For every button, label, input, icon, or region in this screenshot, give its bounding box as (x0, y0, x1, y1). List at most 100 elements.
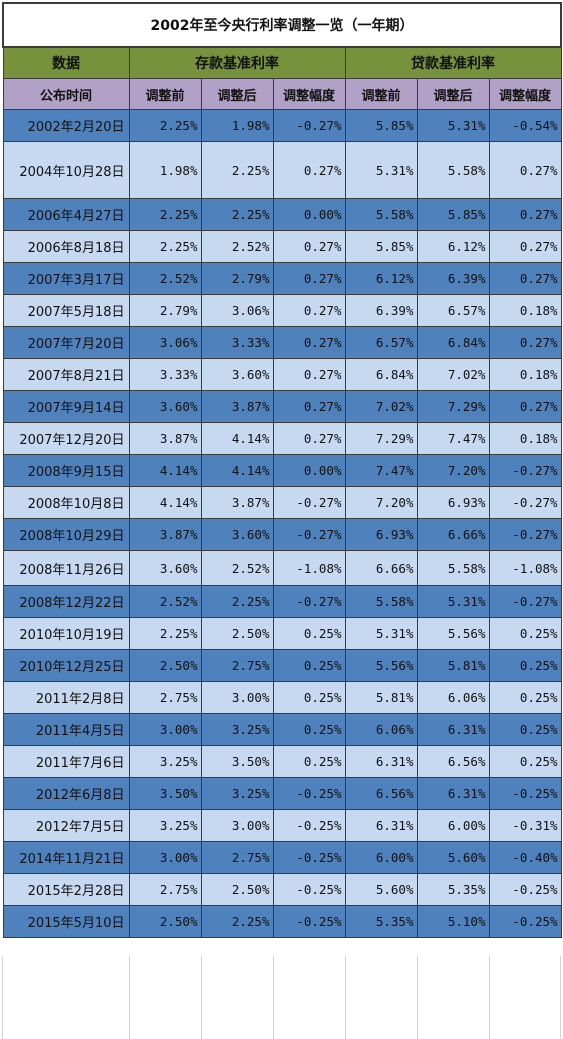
cell-deposit-change[interactable]: -0.27% (272, 109, 346, 142)
cell-date[interactable]: 2007年12月20日 (2, 422, 130, 455)
cell-deposit-before[interactable]: 3.25% (128, 809, 202, 842)
cell-loan-after[interactable]: 5.31% (416, 585, 490, 618)
cell-deposit-after[interactable]: 2.75% (200, 649, 274, 682)
cell-deposit-change[interactable]: 0.27% (272, 262, 346, 295)
cell-loan-change[interactable]: -0.25% (488, 873, 562, 906)
cell-deposit-after[interactable]: 2.50% (200, 617, 274, 650)
cell-loan-before[interactable]: 7.29% (344, 422, 418, 455)
cell-loan-change[interactable]: -0.40% (488, 841, 562, 874)
cell-date[interactable]: 2004年10月28日 (2, 141, 130, 199)
cell-loan-after[interactable]: 6.66% (416, 518, 490, 551)
cell-deposit-before[interactable]: 3.00% (128, 841, 202, 874)
cell-date[interactable]: 2006年8月18日 (2, 230, 130, 263)
cell-deposit-after[interactable]: 2.52% (200, 550, 274, 586)
cell-date[interactable]: 2008年10月29日 (2, 518, 130, 551)
cell-loan-before[interactable]: 5.31% (344, 141, 418, 199)
cell-deposit-before[interactable]: 2.50% (128, 905, 202, 938)
cell-deposit-change[interactable]: 0.25% (272, 617, 346, 650)
cell-deposit-after[interactable]: 3.25% (200, 777, 274, 810)
cell-deposit-change[interactable]: -0.25% (272, 809, 346, 842)
cell-date[interactable]: 2011年2月8日 (2, 681, 130, 714)
cell-deposit-after[interactable]: 2.79% (200, 262, 274, 295)
cell-loan-change[interactable]: 0.18% (488, 294, 562, 327)
cell-deposit-before[interactable]: 4.14% (128, 486, 202, 519)
cell-loan-change[interactable]: 0.18% (488, 422, 562, 455)
cell-date[interactable]: 2007年3月17日 (2, 262, 130, 295)
cell-deposit-before[interactable]: 2.75% (128, 681, 202, 714)
header-deposit-change[interactable]: 调整幅度 (272, 78, 346, 110)
header-loan-change[interactable]: 调整幅度 (488, 78, 562, 110)
cell-deposit-change[interactable]: -1.08% (272, 550, 346, 586)
cell-loan-after[interactable]: 5.60% (416, 841, 490, 874)
cell-deposit-after[interactable]: 3.60% (200, 518, 274, 551)
cell-loan-before[interactable]: 6.06% (344, 713, 418, 746)
cell-deposit-after[interactable]: 2.25% (200, 198, 274, 231)
cell-deposit-after[interactable]: 3.87% (200, 486, 274, 519)
cell-deposit-before[interactable]: 2.52% (128, 585, 202, 618)
cell-loan-after[interactable]: 5.58% (416, 141, 490, 199)
cell-loan-before[interactable]: 6.31% (344, 809, 418, 842)
cell-loan-before[interactable]: 6.00% (344, 841, 418, 874)
cell-loan-after[interactable]: 6.39% (416, 262, 490, 295)
cell-loan-before[interactable]: 6.12% (344, 262, 418, 295)
cell-loan-before[interactable]: 6.56% (344, 777, 418, 810)
cell-loan-before[interactable]: 5.85% (344, 230, 418, 263)
cell-date[interactable]: 2002年2月20日 (2, 109, 130, 142)
cell-date[interactable]: 2006年4月27日 (2, 198, 130, 231)
cell-loan-change[interactable]: -0.27% (488, 454, 562, 487)
header-loan-before[interactable]: 调整前 (344, 78, 418, 110)
header-loan-after[interactable]: 调整后 (416, 78, 490, 110)
cell-date[interactable]: 2012年7月5日 (2, 809, 130, 842)
cell-deposit-change[interactable]: -0.25% (272, 905, 346, 938)
cell-date[interactable]: 2007年9月14日 (2, 390, 130, 423)
cell-loan-after[interactable]: 5.35% (416, 873, 490, 906)
cell-loan-after[interactable]: 5.31% (416, 109, 490, 142)
cell-loan-before[interactable]: 5.85% (344, 109, 418, 142)
cell-loan-change[interactable]: 0.27% (488, 198, 562, 231)
cell-loan-change[interactable]: -0.25% (488, 777, 562, 810)
cell-loan-after[interactable]: 5.85% (416, 198, 490, 231)
cell-deposit-before[interactable]: 2.25% (128, 109, 202, 142)
cell-loan-change[interactable]: 0.27% (488, 326, 562, 359)
cell-deposit-change[interactable]: 0.27% (272, 422, 346, 455)
cell-deposit-before[interactable]: 3.60% (128, 390, 202, 423)
cell-loan-after[interactable]: 5.58% (416, 550, 490, 586)
cell-deposit-change[interactable]: 0.25% (272, 649, 346, 682)
cell-loan-after[interactable]: 6.57% (416, 294, 490, 327)
cell-loan-change[interactable]: 0.25% (488, 745, 562, 778)
cell-deposit-change[interactable]: 0.27% (272, 141, 346, 199)
cell-deposit-after[interactable]: 3.50% (200, 745, 274, 778)
cell-loan-after[interactable]: 6.84% (416, 326, 490, 359)
cell-loan-change[interactable]: 0.27% (488, 390, 562, 423)
cell-loan-after[interactable]: 7.20% (416, 454, 490, 487)
cell-date[interactable]: 2012年6月8日 (2, 777, 130, 810)
cell-loan-change[interactable]: -1.08% (488, 550, 562, 586)
cell-deposit-after[interactable]: 3.60% (200, 358, 274, 391)
cell-deposit-before[interactable]: 2.79% (128, 294, 202, 327)
cell-deposit-change[interactable]: 0.27% (272, 326, 346, 359)
cell-deposit-before[interactable]: 3.33% (128, 358, 202, 391)
cell-deposit-after[interactable]: 1.98% (200, 109, 274, 142)
cell-loan-change[interactable]: 0.25% (488, 617, 562, 650)
cell-deposit-before[interactable]: 3.00% (128, 713, 202, 746)
cell-loan-after[interactable]: 5.10% (416, 905, 490, 938)
cell-deposit-after[interactable]: 3.06% (200, 294, 274, 327)
cell-loan-before[interactable]: 6.39% (344, 294, 418, 327)
cell-loan-change[interactable]: 0.25% (488, 681, 562, 714)
cell-deposit-change[interactable]: -0.25% (272, 873, 346, 906)
cell-loan-before[interactable]: 5.35% (344, 905, 418, 938)
cell-loan-before[interactable]: 5.58% (344, 198, 418, 231)
cell-date[interactable]: 2011年7月6日 (2, 745, 130, 778)
cell-deposit-change[interactable]: 0.27% (272, 358, 346, 391)
header-deposit-after[interactable]: 调整后 (200, 78, 274, 110)
group-header-data[interactable]: 数据 (2, 46, 130, 79)
cell-deposit-after[interactable]: 2.75% (200, 841, 274, 874)
cell-date[interactable]: 2010年12月25日 (2, 649, 130, 682)
cell-deposit-change[interactable]: 0.00% (272, 198, 346, 231)
cell-date[interactable]: 2011年4月5日 (2, 713, 130, 746)
cell-loan-change[interactable]: -0.54% (488, 109, 562, 142)
cell-loan-before[interactable]: 5.81% (344, 681, 418, 714)
cell-deposit-before[interactable]: 2.25% (128, 198, 202, 231)
cell-date[interactable]: 2008年10月8日 (2, 486, 130, 519)
cell-loan-after[interactable]: 6.31% (416, 777, 490, 810)
